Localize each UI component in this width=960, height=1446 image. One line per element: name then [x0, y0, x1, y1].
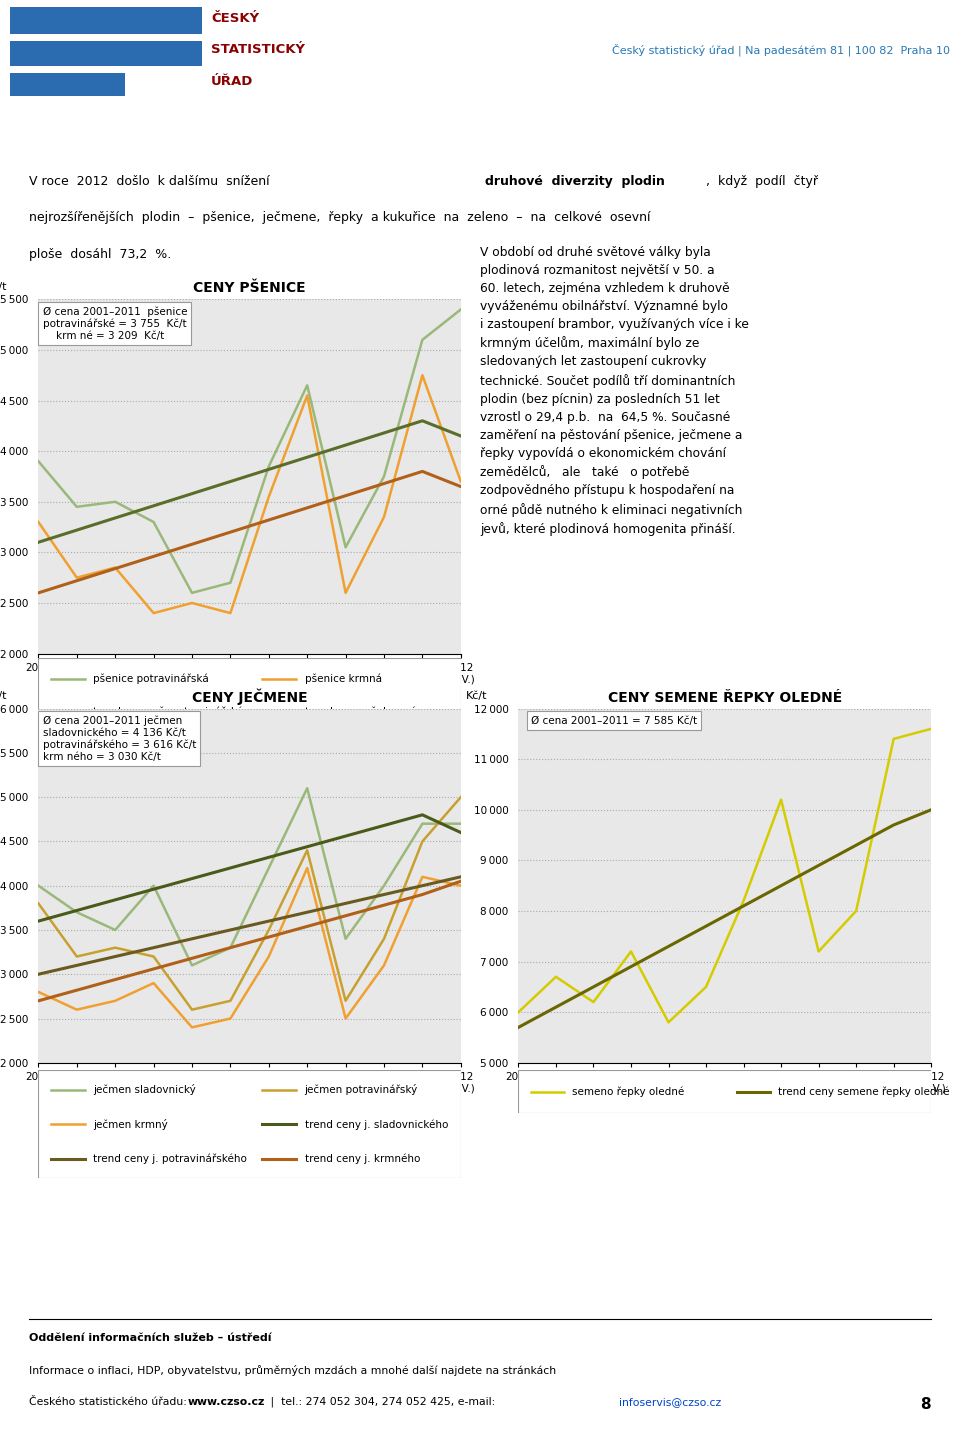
Bar: [10, 7, 202, 35]
Text: Oddělení informačních služeb – ústředí: Oddělení informačních služeb – ústředí: [29, 1333, 272, 1343]
Text: trend ceny semene řepky oledné: trend ceny semene řepky oledné: [779, 1086, 950, 1098]
Bar: [10, 40, 202, 65]
Title: CENY JEČMENE: CENY JEČMENE: [192, 688, 307, 704]
Text: trend ceny pš. krmné: trend ceny pš. krmné: [304, 707, 416, 717]
Text: ječmen potravinářský: ječmen potravinářský: [304, 1084, 418, 1095]
Text: trend ceny pš. potravinářské: trend ceny pš. potravinářské: [93, 707, 243, 717]
Y-axis label: Kč/t: Kč/t: [0, 282, 7, 292]
Text: 8: 8: [921, 1397, 931, 1411]
Text: semeno řepky oledné: semeno řepky oledné: [572, 1086, 684, 1098]
Text: ječmen krmný: ječmen krmný: [93, 1119, 168, 1129]
Text: trend ceny j. potravinářského: trend ceny j. potravinářského: [93, 1154, 247, 1164]
Text: |  tel.: 274 052 304, 274 052 425, e-mail:: | tel.: 274 052 304, 274 052 425, e-mail…: [267, 1397, 498, 1407]
Text: V období od druhé světové války byla
plodinová rozmanitost největší v 50. a
60. : V období od druhé světové války byla plo…: [480, 246, 749, 536]
Text: V roce  2012  došlo  k dalšímu  snížení: V roce 2012 došlo k dalšímu snížení: [29, 175, 277, 188]
Text: ÚŘAD: ÚŘAD: [211, 75, 253, 88]
Text: ANALÝZA: ANALÝZA: [47, 121, 138, 140]
Text: Ø cena 2001–2011 = 7 585 Kč/t: Ø cena 2001–2011 = 7 585 Kč/t: [531, 716, 697, 726]
Y-axis label: Kč/t: Kč/t: [467, 691, 488, 701]
Text: ČESKÝ: ČESKÝ: [211, 12, 259, 25]
Text: infoservis@czso.cz: infoservis@czso.cz: [619, 1397, 722, 1407]
Text: trend ceny j. sladovnického: trend ceny j. sladovnického: [304, 1119, 448, 1129]
Text: pšenice krmná: pšenice krmná: [304, 674, 381, 684]
Title: CENY PŠENICE: CENY PŠENICE: [193, 282, 306, 295]
Text: nejrozšířenějších  plodin  –  pšenice,  ječmene,  řepky  a kukuřice  na  zeleno : nejrozšířenějších plodin – pšenice, ječm…: [29, 211, 650, 224]
Text: druhové  diverzity  plodin: druhové diverzity plodin: [485, 175, 664, 188]
Text: Informace o inflaci, HDP, obyvatelstvu, průměrných mzdách a mnohé další najdete : Informace o inflaci, HDP, obyvatelstvu, …: [29, 1365, 556, 1377]
Text: pšenice potravinářská: pšenice potravinářská: [93, 674, 209, 684]
Text: www.czso.cz: www.czso.cz: [187, 1397, 265, 1407]
Text: ploše  dosáhl  73,2  %.: ploše dosáhl 73,2 %.: [29, 247, 171, 260]
Text: Český statistický úřad | Na padesátém 81 | 100 82  Praha 10: Český statistický úřad | Na padesátém 81…: [612, 43, 950, 56]
Text: Ø cena 2001–2011 ječmen
sladovnického = 4 136 Kč/t
potravinářského = 3 616 Kč/t
: Ø cena 2001–2011 ječmen sladovnického = …: [42, 716, 196, 762]
Y-axis label: Kč/t: Kč/t: [0, 691, 7, 701]
Text: trend ceny j. krmného: trend ceny j. krmného: [304, 1154, 420, 1164]
Text: ječmen sladovnický: ječmen sladovnický: [93, 1084, 196, 1095]
Text: STATISTICKÝ: STATISTICKÝ: [211, 43, 305, 56]
Text: ,  když  podíl  čtyř: , když podíl čtyř: [706, 175, 818, 188]
Title: CENY SEMENE ŘEPKY OLEDNÉ: CENY SEMENE ŘEPKY OLEDNÉ: [608, 691, 842, 704]
Bar: [10, 72, 125, 95]
Text: Ø cena 2001–2011  pšenice
potravinářské = 3 755  Kč/t
    krm né = 3 209  Kč/t: Ø cena 2001–2011 pšenice potravinářské =…: [42, 307, 187, 341]
Text: Českého statistického úřadu:: Českého statistického úřadu:: [29, 1397, 190, 1407]
